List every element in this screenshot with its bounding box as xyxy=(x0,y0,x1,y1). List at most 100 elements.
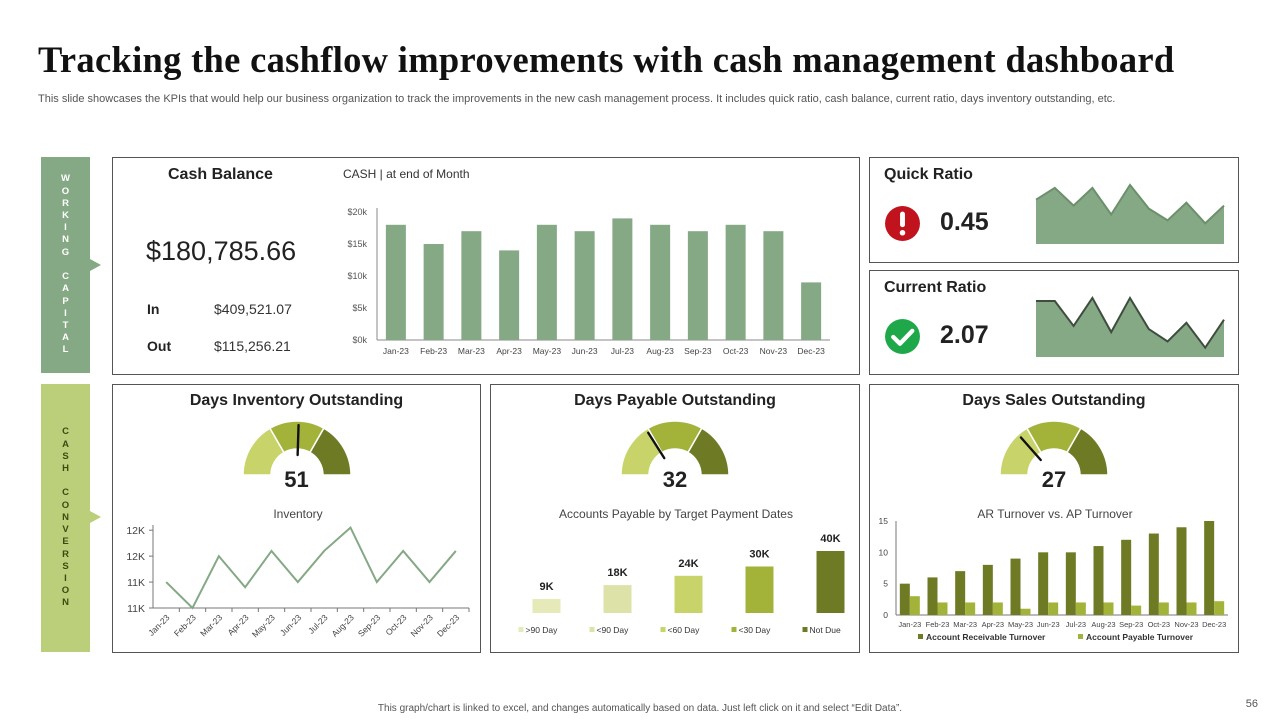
x-tick-label: Feb-23 xyxy=(172,612,198,638)
x-tick-label: Jun-23 xyxy=(572,346,598,356)
bar xyxy=(1131,605,1142,615)
tab-letter: C xyxy=(62,487,69,499)
legend-swatch xyxy=(802,627,808,632)
bar xyxy=(1065,552,1076,615)
tab-letter: G xyxy=(61,246,70,258)
y-tick-label: 12K xyxy=(126,551,145,563)
dio-gauge[interactable] xyxy=(241,419,353,477)
dio-title: Days Inventory Outstanding xyxy=(189,392,404,409)
quick-ratio-sparkline[interactable] xyxy=(1034,176,1230,248)
y-tick-label: $0k xyxy=(352,335,367,345)
data-label: 18K xyxy=(607,567,627,579)
gauge-needle xyxy=(1019,436,1042,462)
dso-gauge[interactable] xyxy=(998,419,1110,477)
data-label: 30K xyxy=(749,549,769,561)
inventory-line xyxy=(165,525,457,610)
x-tick-label: Sep-23 xyxy=(356,612,383,639)
quick-ratio-title: Quick Ratio xyxy=(884,166,973,183)
alert-icon xyxy=(885,206,920,241)
dpo-panel: Days Payable Outstanding 32 Accounts Pay… xyxy=(490,384,860,653)
bar xyxy=(1020,608,1031,615)
legend-label: <60 Day xyxy=(668,625,701,635)
current-ratio-value: 2.07 xyxy=(940,321,989,349)
chart-title: CASH | at end of Month xyxy=(343,167,470,181)
tab-letter: A xyxy=(62,332,69,344)
tab-letter: T xyxy=(62,319,69,331)
y-tick-label: $15k xyxy=(347,239,367,249)
bar xyxy=(532,599,561,613)
gauge-band xyxy=(686,427,730,476)
legend-label: <30 Day xyxy=(739,625,772,635)
tab-letter: I xyxy=(64,222,67,234)
dio-value: 51 xyxy=(284,467,309,492)
x-tick-label: Feb-23 xyxy=(420,346,447,356)
tab-letter: A xyxy=(62,438,69,450)
y-tick-label: $5k xyxy=(352,303,367,313)
x-tick-label: Sep-23 xyxy=(684,346,712,356)
tab-letter: H xyxy=(62,463,69,475)
x-tick-label: Nov-23 xyxy=(408,612,435,639)
bar xyxy=(461,231,482,340)
bar xyxy=(536,224,557,340)
sparkline-area xyxy=(1036,297,1224,357)
y-tick-label: $10k xyxy=(347,271,367,281)
current-ratio-sparkline[interactable] xyxy=(1034,289,1230,361)
x-tick-label: Sep-23 xyxy=(1119,620,1143,629)
x-tick-label: Apr-23 xyxy=(496,346,522,356)
gauge-band xyxy=(1065,427,1109,476)
bar xyxy=(937,602,948,615)
y-tick-label: $20k xyxy=(347,207,367,217)
bar xyxy=(909,596,920,615)
cash-balance-amount: $180,785.66 xyxy=(146,236,297,266)
legend-swatch xyxy=(518,627,524,632)
y-tick-label: 10 xyxy=(879,547,889,557)
bar xyxy=(965,602,976,615)
bar xyxy=(687,231,708,340)
legend-label: <90 Day xyxy=(597,625,630,635)
tab-letter: O xyxy=(61,585,70,597)
tab-letter: V xyxy=(62,524,69,536)
chart-title: AR Turnover vs. AP Turnover xyxy=(977,507,1132,521)
quick-ratio-value: 0.45 xyxy=(940,208,989,236)
gauge-needle xyxy=(647,431,666,460)
x-tick-label: Oct-23 xyxy=(723,346,749,356)
bar xyxy=(674,575,703,613)
bar xyxy=(992,602,1003,615)
tab-letter xyxy=(64,259,67,271)
sparkline-line xyxy=(1035,183,1225,225)
legend-label: >90 Day xyxy=(526,625,559,635)
tab-letter: O xyxy=(61,185,70,197)
legend-swatch xyxy=(731,627,737,632)
gauge-needle xyxy=(296,423,300,457)
check-icon xyxy=(885,319,920,354)
bar xyxy=(612,218,633,340)
tab-letter: R xyxy=(62,197,69,209)
bar xyxy=(1186,602,1197,615)
x-tick-label: Dec-23 xyxy=(435,612,462,639)
ap-target-bar-chart[interactable]: Accounts Payable by Target Payment Dates… xyxy=(493,503,857,649)
legend-label: Account Payable Turnover xyxy=(1086,632,1194,642)
legend-swatch xyxy=(1078,634,1083,639)
x-tick-label: May-23 xyxy=(533,346,562,356)
legend-swatch xyxy=(660,627,666,632)
bar xyxy=(603,585,632,613)
turnover-bar-chart[interactable]: AR Turnover vs. AP Turnover 0 5 10 15 Jan-23 F… xyxy=(872,503,1236,649)
tab-letter: S xyxy=(62,560,69,572)
cash-in-label: In xyxy=(147,301,160,317)
bar xyxy=(816,551,845,613)
cash-bar-chart[interactable]: CASH | at end of Month $0k $5k $10k $15k $20k… xyxy=(335,160,835,366)
legend-swatch xyxy=(918,634,923,639)
bar xyxy=(499,250,520,340)
x-tick-label: Apr-23 xyxy=(225,612,250,637)
bar xyxy=(1093,546,1104,615)
bar xyxy=(725,224,746,340)
x-tick-label: Mar-23 xyxy=(953,620,977,629)
dpo-gauge[interactable] xyxy=(619,419,731,477)
cash-out-value: $115,256.21 xyxy=(214,338,291,354)
x-tick-label: Aug-23 xyxy=(329,612,356,639)
bar xyxy=(955,571,966,615)
tab-letter: N xyxy=(62,234,69,246)
legend-swatch xyxy=(589,627,595,632)
